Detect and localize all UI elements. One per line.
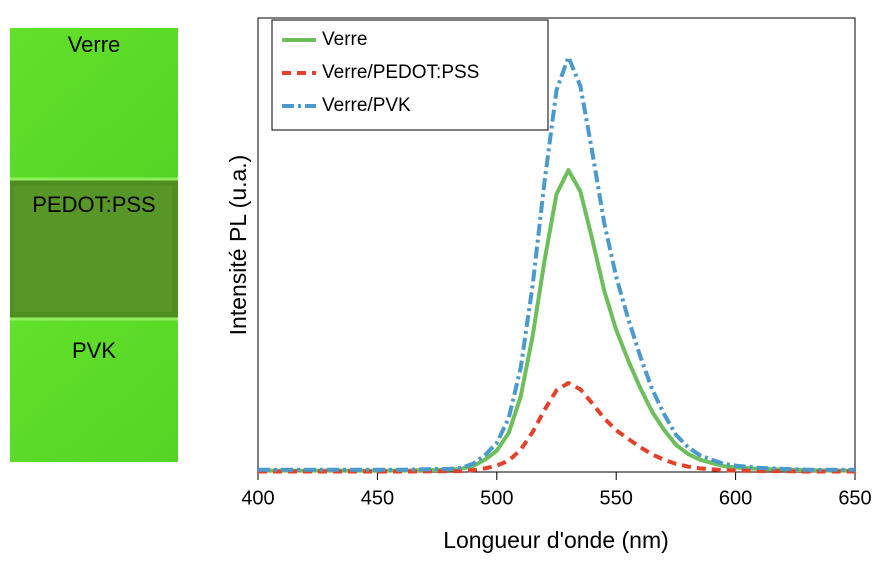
x-tick-label: 450: [361, 487, 394, 509]
x-tick-label: 500: [480, 487, 513, 509]
series-line: [258, 381, 855, 474]
x-tick-label: 600: [719, 487, 752, 509]
series-line: [258, 55, 855, 472]
photo-label: PVK: [72, 338, 116, 363]
photo-label: Verre: [68, 32, 121, 57]
x-axis-title: Longueur d'onde (nm): [443, 527, 669, 553]
y-axis-title: Intensité PL (u.a.): [225, 155, 251, 336]
legend-label: Verre: [322, 29, 367, 50]
legend-box: [271, 19, 549, 131]
series-line: [258, 168, 855, 473]
legend-label: Verre/PVK: [322, 95, 411, 116]
photo-pvk: [10, 320, 178, 462]
x-tick-label: 400: [241, 487, 274, 509]
photo-pedot-inner: [14, 186, 172, 312]
plot-frame: [257, 17, 856, 473]
photo-verre: [10, 28, 178, 178]
x-tick-label: 550: [600, 487, 633, 509]
x-tick-label: 650: [838, 487, 871, 509]
photo-label: PEDOT:PSS: [32, 192, 155, 217]
legend-label: Verre/PEDOT:PSS: [322, 62, 479, 83]
photo: Verre PEDOT:PSS PVK: [10, 28, 178, 462]
